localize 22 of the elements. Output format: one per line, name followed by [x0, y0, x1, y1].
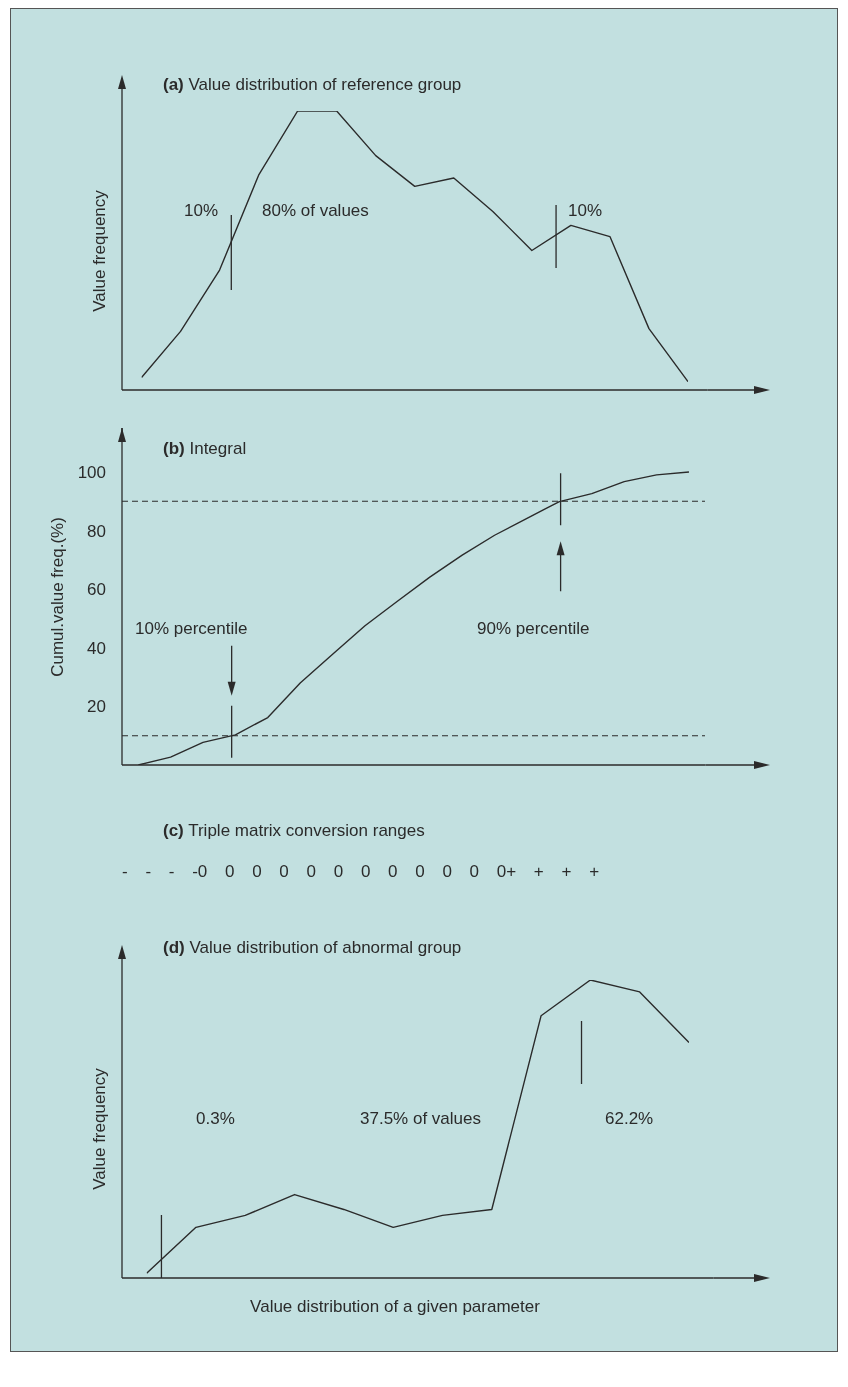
y-tick-label: 80 [87, 521, 106, 541]
y-tick-label: 40 [87, 638, 106, 658]
chart-title: (a) Value distribution of reference group [163, 74, 462, 96]
annotation: 0.3% [196, 1108, 235, 1130]
annotation: 62.2% [605, 1108, 654, 1130]
y-tick-label: 100 [77, 462, 106, 482]
x-axis-title: Value distribution of a given parameter [250, 1296, 540, 1318]
y-axis-title: Cumul.value freq.(%) [47, 516, 68, 677]
y-axis-title: Value frequency [89, 1068, 110, 1190]
text: - - - -0 0 0 0 0 0 0 0 0 0 0 0+ + + + [122, 861, 600, 883]
annotation: 10% [184, 200, 219, 222]
annotation: 10% [568, 200, 603, 222]
annotation: 10% percentile [135, 618, 248, 640]
text: (b) Integral [163, 438, 247, 460]
annotation: 37.5% of values [360, 1108, 481, 1130]
y-tick-label: 60 [87, 580, 106, 600]
y-axis-title: Value frequency [89, 189, 110, 312]
y-tick-label: 20 [87, 697, 106, 717]
annotation: 90% percentile [477, 618, 590, 640]
text: (c) Triple matrix conversion ranges [163, 820, 425, 842]
chart-title: (d) Value distribution of abnormal group [163, 937, 462, 959]
annotation: 80% of values [262, 200, 369, 222]
